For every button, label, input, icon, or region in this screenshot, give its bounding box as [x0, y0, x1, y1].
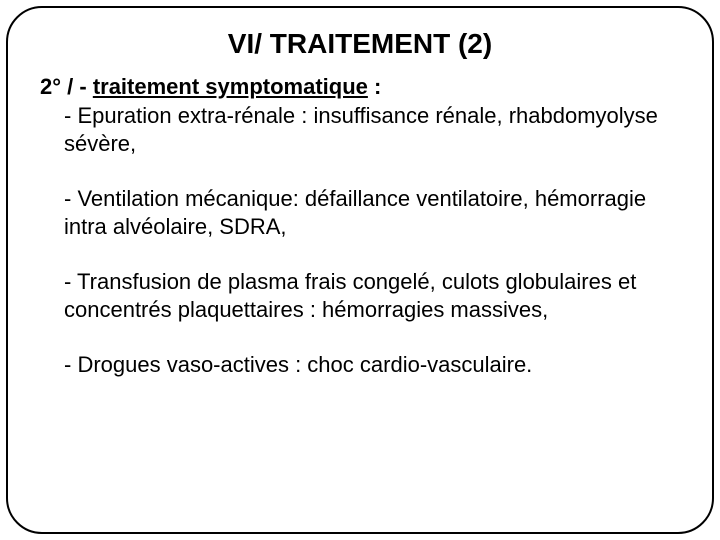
slide-frame: VI/ TRAITEMENT (2) 2° / - traitement sym…: [6, 6, 714, 534]
subtitle-suffix: :: [368, 74, 381, 99]
slide-title: VI/ TRAITEMENT (2): [36, 28, 684, 60]
subtitle-prefix: 2° / -: [40, 74, 93, 99]
slide-content: - Epuration extra-rénale : insuffisance …: [64, 102, 674, 379]
paragraph: - Transfusion de plasma frais congelé, c…: [64, 268, 674, 323]
paragraph: - Epuration extra-rénale : insuffisance …: [64, 102, 674, 157]
paragraph: - Ventilation mécanique: défaillance ven…: [64, 185, 674, 240]
subtitle-underlined: traitement symptomatique: [93, 74, 368, 99]
slide-subtitle: 2° / - traitement symptomatique :: [40, 74, 684, 100]
paragraph: - Drogues vaso-actives : choc cardio-vas…: [64, 351, 674, 379]
